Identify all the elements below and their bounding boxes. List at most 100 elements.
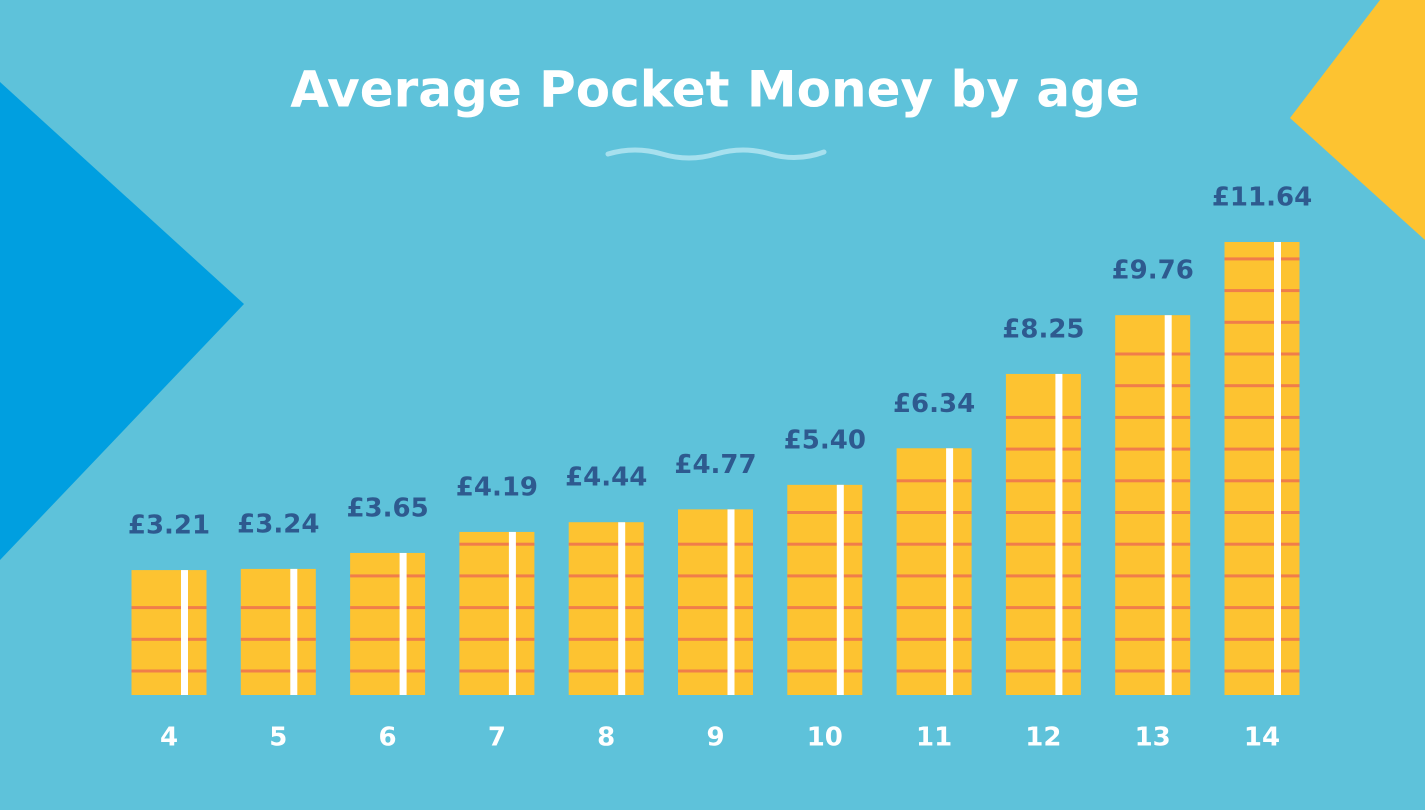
value-label: £3.65 xyxy=(346,493,428,523)
x-tick-label: 12 xyxy=(1025,723,1061,753)
value-label: £4.19 xyxy=(456,472,538,502)
bar-highlight xyxy=(946,448,954,695)
bar-stripe xyxy=(678,542,753,546)
bar-highlight xyxy=(508,531,516,695)
bar-stripe xyxy=(1224,669,1300,673)
bar-stripe xyxy=(787,542,863,546)
bar-highlight xyxy=(181,570,188,695)
bar-stripe xyxy=(1115,352,1191,356)
bar-stripe xyxy=(1115,511,1191,514)
bar-highlight xyxy=(836,484,844,695)
value-label: £3.24 xyxy=(237,509,319,539)
bar-stripe xyxy=(1224,289,1300,293)
value-label: £6.34 xyxy=(893,389,975,419)
bar-stripe xyxy=(568,669,644,673)
bar-stripe xyxy=(1005,511,1081,514)
bar-stripe xyxy=(787,606,863,610)
decor-triangle xyxy=(1290,0,1425,240)
bar-stripe xyxy=(678,574,753,578)
bar-stripe xyxy=(131,669,207,673)
x-tick-label: 6 xyxy=(379,723,397,753)
value-label: £11.64 xyxy=(1212,183,1312,213)
bar-highlight xyxy=(618,522,626,695)
bar xyxy=(787,484,863,695)
bar-stripe xyxy=(1224,447,1300,451)
value-label: £9.76 xyxy=(1112,256,1194,286)
bar-stripe xyxy=(678,669,753,673)
value-label: £3.21 xyxy=(128,511,210,541)
bar-highlight xyxy=(1164,315,1172,695)
bar-stripe xyxy=(787,574,863,578)
bar-stripe xyxy=(1005,415,1081,419)
bar xyxy=(350,552,426,695)
chart-title: Average Pocket Money by age xyxy=(290,61,1140,119)
bar-stripe xyxy=(896,606,972,610)
bar-stripe xyxy=(459,669,535,673)
bar-stripe xyxy=(131,606,207,610)
bar-stripe xyxy=(350,669,426,673)
bar xyxy=(896,448,972,695)
bar-stripe xyxy=(568,542,644,546)
bar-stripe xyxy=(568,637,644,641)
bar-stripe xyxy=(1005,542,1081,546)
bar-stripe xyxy=(787,669,863,673)
bar xyxy=(1115,315,1191,695)
bar-stripe xyxy=(1224,574,1300,578)
bar-stripe xyxy=(459,637,535,641)
bar-stripe xyxy=(459,542,535,546)
value-label: £4.77 xyxy=(674,450,756,480)
bar-stripe xyxy=(1115,606,1191,610)
bar-stripe xyxy=(896,542,972,546)
bar-stripe xyxy=(459,574,535,578)
bar-stripe xyxy=(350,574,426,578)
bar-highlight xyxy=(290,568,298,695)
bar-stripe xyxy=(1115,447,1191,451)
bar xyxy=(240,568,316,695)
bar-stripe xyxy=(678,606,753,610)
bar-stripe xyxy=(240,606,316,610)
bar-stripe xyxy=(1224,415,1300,419)
x-tick-label: 5 xyxy=(269,723,287,753)
bar-highlight xyxy=(399,552,407,695)
bar-stripe xyxy=(896,479,972,483)
bar-stripe xyxy=(1005,669,1081,673)
bar-stripe xyxy=(240,669,316,673)
value-label: £8.25 xyxy=(1002,314,1084,344)
x-tick-label: 11 xyxy=(916,723,952,753)
bar-highlight xyxy=(1274,242,1281,695)
x-tick-label: 9 xyxy=(706,723,724,753)
bar-stripe xyxy=(1224,511,1300,514)
x-tick-label: 13 xyxy=(1135,723,1171,753)
bar-stripe xyxy=(787,637,863,641)
bar-stripe xyxy=(1224,606,1300,610)
x-tick-label: 7 xyxy=(488,723,506,753)
bar-stripe xyxy=(1115,415,1191,419)
x-tick-label: 8 xyxy=(597,723,615,753)
bar-stripe xyxy=(350,637,426,641)
bar-stripe xyxy=(1224,542,1300,546)
bar-highlight xyxy=(727,509,735,695)
value-label: £4.44 xyxy=(565,463,647,493)
bar-stripe xyxy=(1005,479,1081,483)
bar-stripe xyxy=(1115,479,1191,483)
value-label: £5.40 xyxy=(784,425,866,455)
decor-triangle xyxy=(0,82,244,560)
bar-stripe xyxy=(568,574,644,578)
bar-stripe xyxy=(240,637,316,641)
bar-stripe xyxy=(1005,606,1081,610)
x-tick-label: 10 xyxy=(807,723,843,753)
bar-highlight xyxy=(1055,373,1063,695)
bar-stripe xyxy=(896,574,972,578)
bar xyxy=(1005,373,1081,695)
bar-stripe xyxy=(350,606,426,610)
bar-stripe xyxy=(1224,257,1300,261)
bar-stripe xyxy=(1005,637,1081,641)
bar-stripe xyxy=(1224,352,1300,356)
bar-stripe xyxy=(459,606,535,610)
decor-wave xyxy=(605,147,827,161)
bar xyxy=(678,509,753,695)
bar-stripe xyxy=(1224,637,1300,641)
bar-stripe xyxy=(1224,479,1300,483)
bar-stripe xyxy=(1224,384,1300,388)
